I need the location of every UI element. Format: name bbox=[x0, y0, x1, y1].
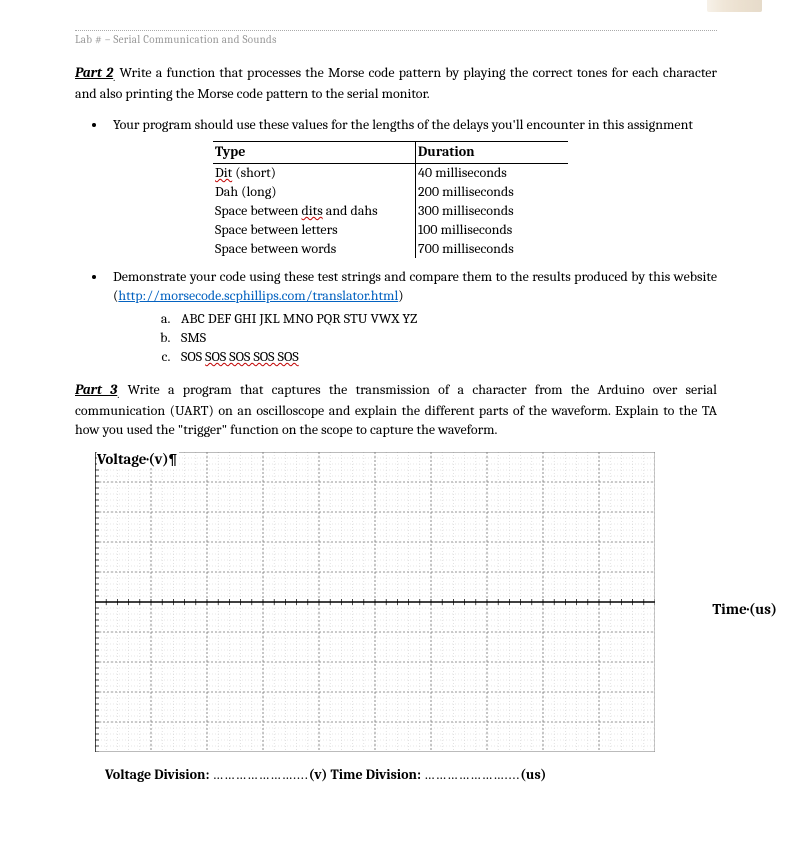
oscilloscope-grid bbox=[95, 452, 655, 752]
part2-bullet-demo: Demonstrate your code using these test s… bbox=[107, 268, 717, 366]
th-type: Type bbox=[213, 142, 416, 164]
part2-intro: Part 2. Write a function that processes … bbox=[75, 64, 717, 104]
part3-title: Part 3 bbox=[75, 381, 117, 398]
part2-text: Write a function that processes the Mors… bbox=[75, 64, 717, 102]
td-type: Space between words bbox=[213, 240, 416, 259]
td-duration: 700 milliseconds bbox=[416, 240, 569, 259]
td-duration: 40 milliseconds bbox=[416, 163, 569, 182]
time-axis-label: Time·(us) bbox=[712, 600, 777, 618]
part2-title: Part 2 bbox=[75, 64, 113, 81]
td-type: Space between dits and dahs bbox=[213, 202, 416, 221]
durations-table: Type Duration Dit (short)40 milliseconds… bbox=[213, 141, 568, 258]
translator-link[interactable]: http://morsecode.scphillips.com/translat… bbox=[118, 287, 398, 304]
td-type: Dah (long) bbox=[213, 183, 416, 202]
oscilloscope-area: Voltage·(v)¶ Time·(us) Voltage Division:… bbox=[95, 452, 715, 783]
voltage-axis-label: Voltage·(v)¶ bbox=[97, 450, 179, 468]
scope-footer: Voltage Division: …………………....(v) Time Di… bbox=[95, 766, 715, 783]
test-c: SOS SOS SOS SOS SOS bbox=[173, 348, 717, 367]
part2-bullet-delays: Your program should use these values for… bbox=[107, 116, 717, 258]
test-b: SMS bbox=[173, 329, 717, 348]
th-duration: Duration bbox=[416, 142, 569, 164]
td-type: Dit (short) bbox=[213, 163, 416, 182]
part3-intro: Part 3. Write a program that captures th… bbox=[75, 381, 717, 440]
td-duration: 100 milliseconds bbox=[416, 221, 569, 240]
part3-text: Write a program that captures the transm… bbox=[75, 381, 717, 438]
test-a: ABC DEF GHI JKL MNO PQR STU VWX YZ bbox=[173, 310, 717, 329]
td-type: Space between letters bbox=[213, 221, 416, 240]
td-duration: 300 milliseconds bbox=[416, 202, 569, 221]
header-graphic bbox=[707, 0, 762, 12]
header-rule bbox=[75, 30, 717, 31]
header-text: Lab # – Serial Communication and Sounds bbox=[75, 33, 717, 46]
td-duration: 200 milliseconds bbox=[416, 183, 569, 202]
